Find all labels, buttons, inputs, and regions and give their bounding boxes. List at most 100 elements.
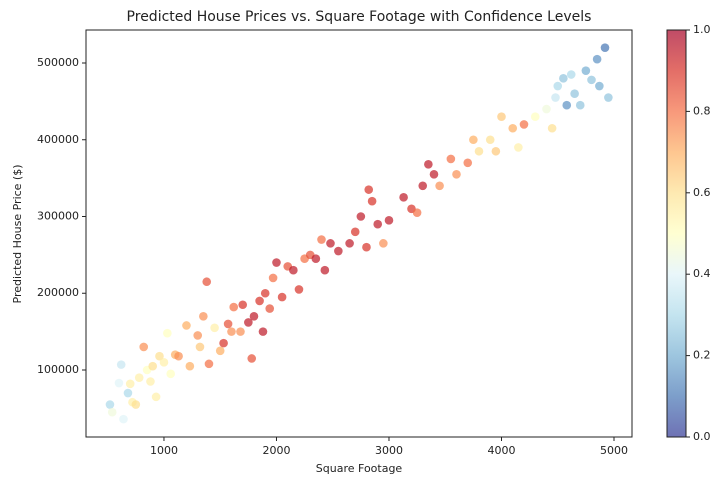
x-axis-label: Square Footage <box>316 462 403 475</box>
point <box>384 216 394 225</box>
point <box>311 254 321 264</box>
point <box>542 104 551 114</box>
point <box>238 300 248 310</box>
point <box>131 400 141 409</box>
point <box>474 146 484 156</box>
point <box>265 304 275 313</box>
point <box>139 342 149 352</box>
point <box>105 400 115 409</box>
point <box>227 327 236 336</box>
point <box>581 66 591 75</box>
point <box>514 143 523 152</box>
point <box>317 235 326 244</box>
point <box>379 239 388 248</box>
x-tick-label: 5000 <box>600 444 628 457</box>
x-tick-label: 3000 <box>375 444 403 457</box>
point <box>320 265 330 275</box>
x-tick-label: 1000 <box>150 444 178 457</box>
point <box>334 246 343 256</box>
point <box>519 120 529 129</box>
point <box>600 43 610 52</box>
point <box>345 239 354 248</box>
point <box>491 146 501 156</box>
point <box>435 181 444 191</box>
point <box>236 327 245 336</box>
point <box>364 185 374 194</box>
point <box>446 154 456 164</box>
point <box>199 311 208 321</box>
point <box>399 193 408 202</box>
point <box>356 212 366 221</box>
point <box>125 379 135 389</box>
point <box>204 359 214 369</box>
point <box>566 70 576 79</box>
point <box>258 327 268 336</box>
point <box>223 319 233 329</box>
point <box>547 123 557 133</box>
colorbar-tick-label: 0.2 <box>693 349 711 362</box>
point <box>429 169 439 179</box>
point <box>195 342 205 352</box>
point <box>592 54 602 64</box>
point <box>182 321 191 330</box>
y-tick-label: 100000 <box>37 363 79 376</box>
point <box>185 361 195 371</box>
point <box>604 93 613 102</box>
point <box>210 323 219 333</box>
point <box>202 277 212 287</box>
point <box>570 89 579 99</box>
point <box>289 265 298 275</box>
point <box>244 318 253 327</box>
colorbar-tick-label: 0.4 <box>693 267 711 280</box>
point <box>412 208 422 217</box>
point <box>326 239 335 248</box>
point <box>485 135 495 145</box>
point <box>277 292 287 302</box>
point <box>193 331 203 340</box>
point <box>116 360 126 369</box>
point <box>424 160 433 169</box>
point <box>247 354 257 363</box>
point <box>595 81 604 91</box>
chart-title: Predicted House Prices vs. Square Footag… <box>127 9 592 25</box>
y-tick-label: 300000 <box>37 210 79 223</box>
point <box>530 112 540 122</box>
point <box>215 346 225 356</box>
colorbar-tick-label: 0.6 <box>693 186 711 199</box>
point <box>469 135 478 145</box>
y-tick-label: 400000 <box>37 133 79 146</box>
point <box>148 361 158 371</box>
point <box>174 351 183 361</box>
point <box>362 242 371 252</box>
point <box>350 227 360 237</box>
point <box>107 407 117 417</box>
plot-frame <box>85 29 633 438</box>
point <box>229 302 239 312</box>
point <box>562 100 572 110</box>
point <box>373 219 383 229</box>
point <box>260 288 270 298</box>
point <box>551 93 560 102</box>
point <box>497 112 506 122</box>
point <box>508 123 518 133</box>
x-tick-label: 4000 <box>487 444 515 457</box>
x-tick-label: 2000 <box>262 444 290 457</box>
point <box>268 273 278 283</box>
colorbar <box>666 29 687 438</box>
point <box>114 378 124 388</box>
point <box>249 311 259 321</box>
point <box>151 392 161 402</box>
point <box>163 328 172 338</box>
point <box>255 296 264 306</box>
point <box>463 158 473 168</box>
point <box>559 74 568 83</box>
point <box>587 75 596 85</box>
y-tick-label: 500000 <box>37 56 79 69</box>
point <box>134 373 144 382</box>
point <box>159 358 169 367</box>
point <box>575 100 585 110</box>
point <box>367 196 377 206</box>
point <box>272 258 281 267</box>
